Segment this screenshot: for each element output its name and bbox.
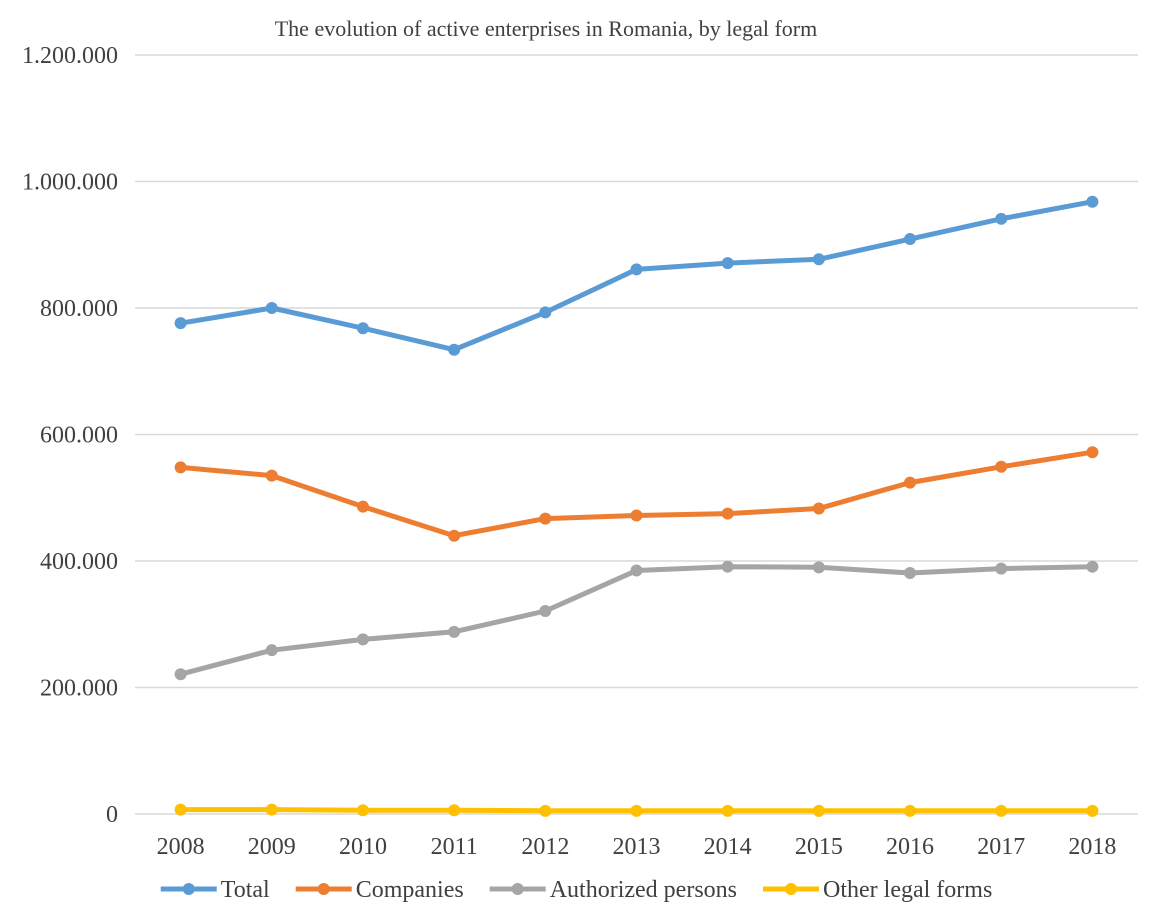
y-tick-label: 400.000	[40, 549, 118, 575]
data-point	[812, 804, 825, 817]
data-point	[904, 476, 917, 489]
y-tick-label: 1.000.000	[22, 170, 118, 196]
data-point	[995, 804, 1008, 817]
series-authorized-persons	[174, 560, 1099, 681]
x-tick-label: 2010	[339, 834, 387, 860]
data-point	[995, 562, 1008, 575]
chart-title: The evolution of active enterprises in R…	[275, 16, 818, 41]
legend: Total Companies Authorized persons Other le…	[160, 877, 992, 903]
data-point	[448, 343, 461, 356]
data-point	[265, 302, 278, 314]
y-tick-label: 1.200.000	[22, 43, 118, 69]
data-point	[539, 512, 552, 525]
data-point	[812, 253, 825, 266]
data-point	[539, 804, 552, 817]
series-total	[174, 195, 1099, 356]
data-point	[721, 560, 734, 573]
legend-item: Other legal forms	[763, 877, 992, 903]
data-point	[721, 804, 734, 817]
y-tick-label: 600.000	[40, 423, 118, 449]
legend-swatch-marker	[182, 883, 195, 895]
data-point	[995, 460, 1008, 473]
legend-label: Authorized persons	[550, 877, 737, 903]
series-line	[178, 564, 1095, 677]
series-line	[178, 449, 1095, 539]
legend-label: Companies	[356, 877, 464, 903]
x-tick-label: 2009	[248, 834, 296, 860]
data-point	[448, 625, 461, 638]
gridlines	[135, 54, 1138, 815]
data-point	[265, 644, 278, 657]
data-point	[904, 804, 917, 817]
data-point	[356, 804, 369, 817]
data-point	[174, 461, 187, 474]
data-point	[356, 633, 369, 646]
data-point	[174, 803, 187, 816]
series-companies	[174, 446, 1099, 542]
x-tick-label: 2018	[1068, 834, 1116, 860]
data-point	[1086, 560, 1099, 573]
data-point	[265, 469, 278, 482]
data-point	[904, 233, 917, 246]
x-axis: 2008 2009 2010 2011 2012 2013 2014 2015 2016 2017…	[157, 834, 1117, 860]
x-tick-label: 2016	[886, 834, 934, 860]
data-point	[174, 317, 187, 330]
data-point	[1086, 446, 1099, 459]
y-axis: 0 200.000 400.000 600.000 800.000 1.000.000 1.…	[22, 43, 118, 828]
data-point	[904, 567, 917, 580]
data-point	[1086, 195, 1099, 208]
data-point	[630, 804, 643, 817]
data-point	[174, 668, 187, 681]
data-point	[630, 509, 643, 522]
legend-label: Other legal forms	[823, 877, 992, 903]
x-tick-label: 2017	[977, 834, 1025, 860]
series-line	[178, 199, 1095, 353]
x-tick-label: 2013	[613, 834, 661, 860]
y-tick-label: 200.000	[40, 676, 118, 702]
y-tick-label: 800.000	[40, 296, 118, 322]
legend-item: Authorized persons	[489, 877, 737, 903]
data-point	[356, 500, 369, 513]
data-point	[448, 529, 461, 542]
data-point	[630, 263, 643, 276]
data-point	[1086, 804, 1099, 817]
legend-label: Total	[221, 877, 270, 903]
legend-item: Total	[160, 877, 270, 903]
data-point	[721, 507, 734, 520]
x-tick-label: 2008	[157, 834, 205, 860]
data-point	[812, 502, 825, 515]
data-point	[448, 804, 461, 817]
legend-swatch-marker	[785, 883, 797, 895]
x-tick-label: 2015	[795, 834, 843, 860]
data-point	[265, 803, 278, 816]
series-group	[174, 195, 1099, 817]
data-point	[995, 212, 1008, 225]
data-point	[630, 564, 643, 577]
legend-swatch-marker	[511, 883, 524, 895]
x-tick-label: 2014	[704, 834, 752, 860]
x-tick-label: 2011	[431, 834, 478, 860]
y-tick-label: 0	[106, 802, 118, 828]
series-other-legal-forms	[174, 803, 1099, 817]
x-tick-label: 2012	[521, 834, 569, 860]
data-point	[539, 604, 552, 617]
data-point	[356, 322, 369, 335]
legend-item: Companies	[295, 877, 464, 903]
legend-swatch-marker	[317, 883, 330, 895]
data-point	[539, 306, 552, 319]
data-point	[721, 257, 734, 270]
data-point	[812, 561, 825, 574]
